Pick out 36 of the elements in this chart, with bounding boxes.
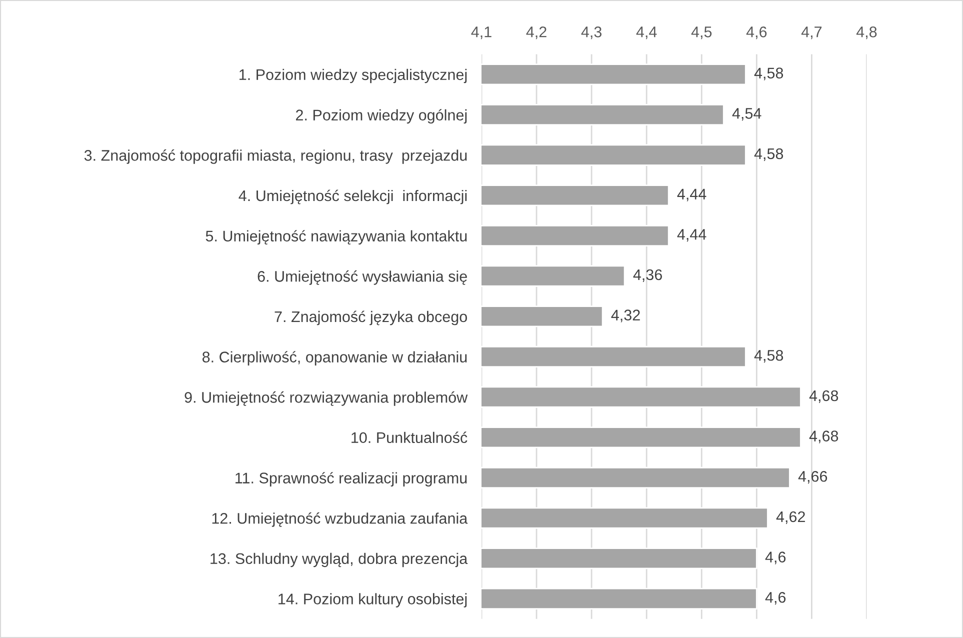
data-label: 4,68 [809,430,838,444]
data-label: 4,68 [809,390,838,403]
y-tick-label: 13. Schludny wygląd, dobra prezencja [210,552,468,568]
y-tick-label: 11. Sprawność realizacji programu [236,472,467,486]
x-tick-label: 4,7 [801,26,822,40]
x-tick-label: 4,6 [746,26,767,40]
y-tick-label: 1. Poziom wiedzy specjalistycznej [240,68,467,84]
y-tick-label: 2. Poziom wiedzy ogólnej [296,109,467,124]
y-tick-label: 10. Punktualność [352,432,468,444]
x-tick-label: 4,2 [526,26,546,40]
data-label: 4,6 [765,552,786,564]
x-tick-label: 4,5 [691,26,712,40]
x-tick-label: 4,4 [636,26,657,40]
x-tick-label: 4,3 [581,26,602,40]
y-tick-label: 9. Umiejętność rozwiązywania problemów [184,391,468,406]
y-tick-label: 5. Umiejętność nawiązywania kontaktu [206,230,467,245]
y-tick-label: 4. Umiejętność selekcji informacji [238,190,467,204]
data-label: 4,44 [677,229,706,242]
y-tick-label: 3. Znajomość topografii miasta, regionu, trasy przejazdu [84,149,467,164]
y-tick-label: 6. Umiejętność wysławiania się [258,270,467,285]
data-label: 4,32 [611,310,640,322]
y-tick-label: 8. Cierpliwość, opanowanie w działaniu [202,351,467,366]
x-tick-label: 4,8 [856,26,877,40]
data-label: 4,62 [776,511,805,524]
data-label: 4,54 [732,108,762,121]
data-label: 4,44 [677,188,706,202]
y-tick-label: 14. Poziom kultury osobistej [278,593,467,608]
data-label: 4,58 [754,148,784,161]
data-label: 4,66 [798,470,828,484]
data-label: 4,58 [754,350,784,363]
y-tick-label: 7. Znajomość języka obcego [274,310,467,326]
data-label: 4,58 [754,68,784,80]
x-tick-label: 4,1 [471,26,492,40]
data-label: 4,36 [633,269,662,282]
data-label: 4,6 [765,592,786,605]
y-tick-label: 12. Umiejętność wzbudzania zaufania [212,512,468,527]
